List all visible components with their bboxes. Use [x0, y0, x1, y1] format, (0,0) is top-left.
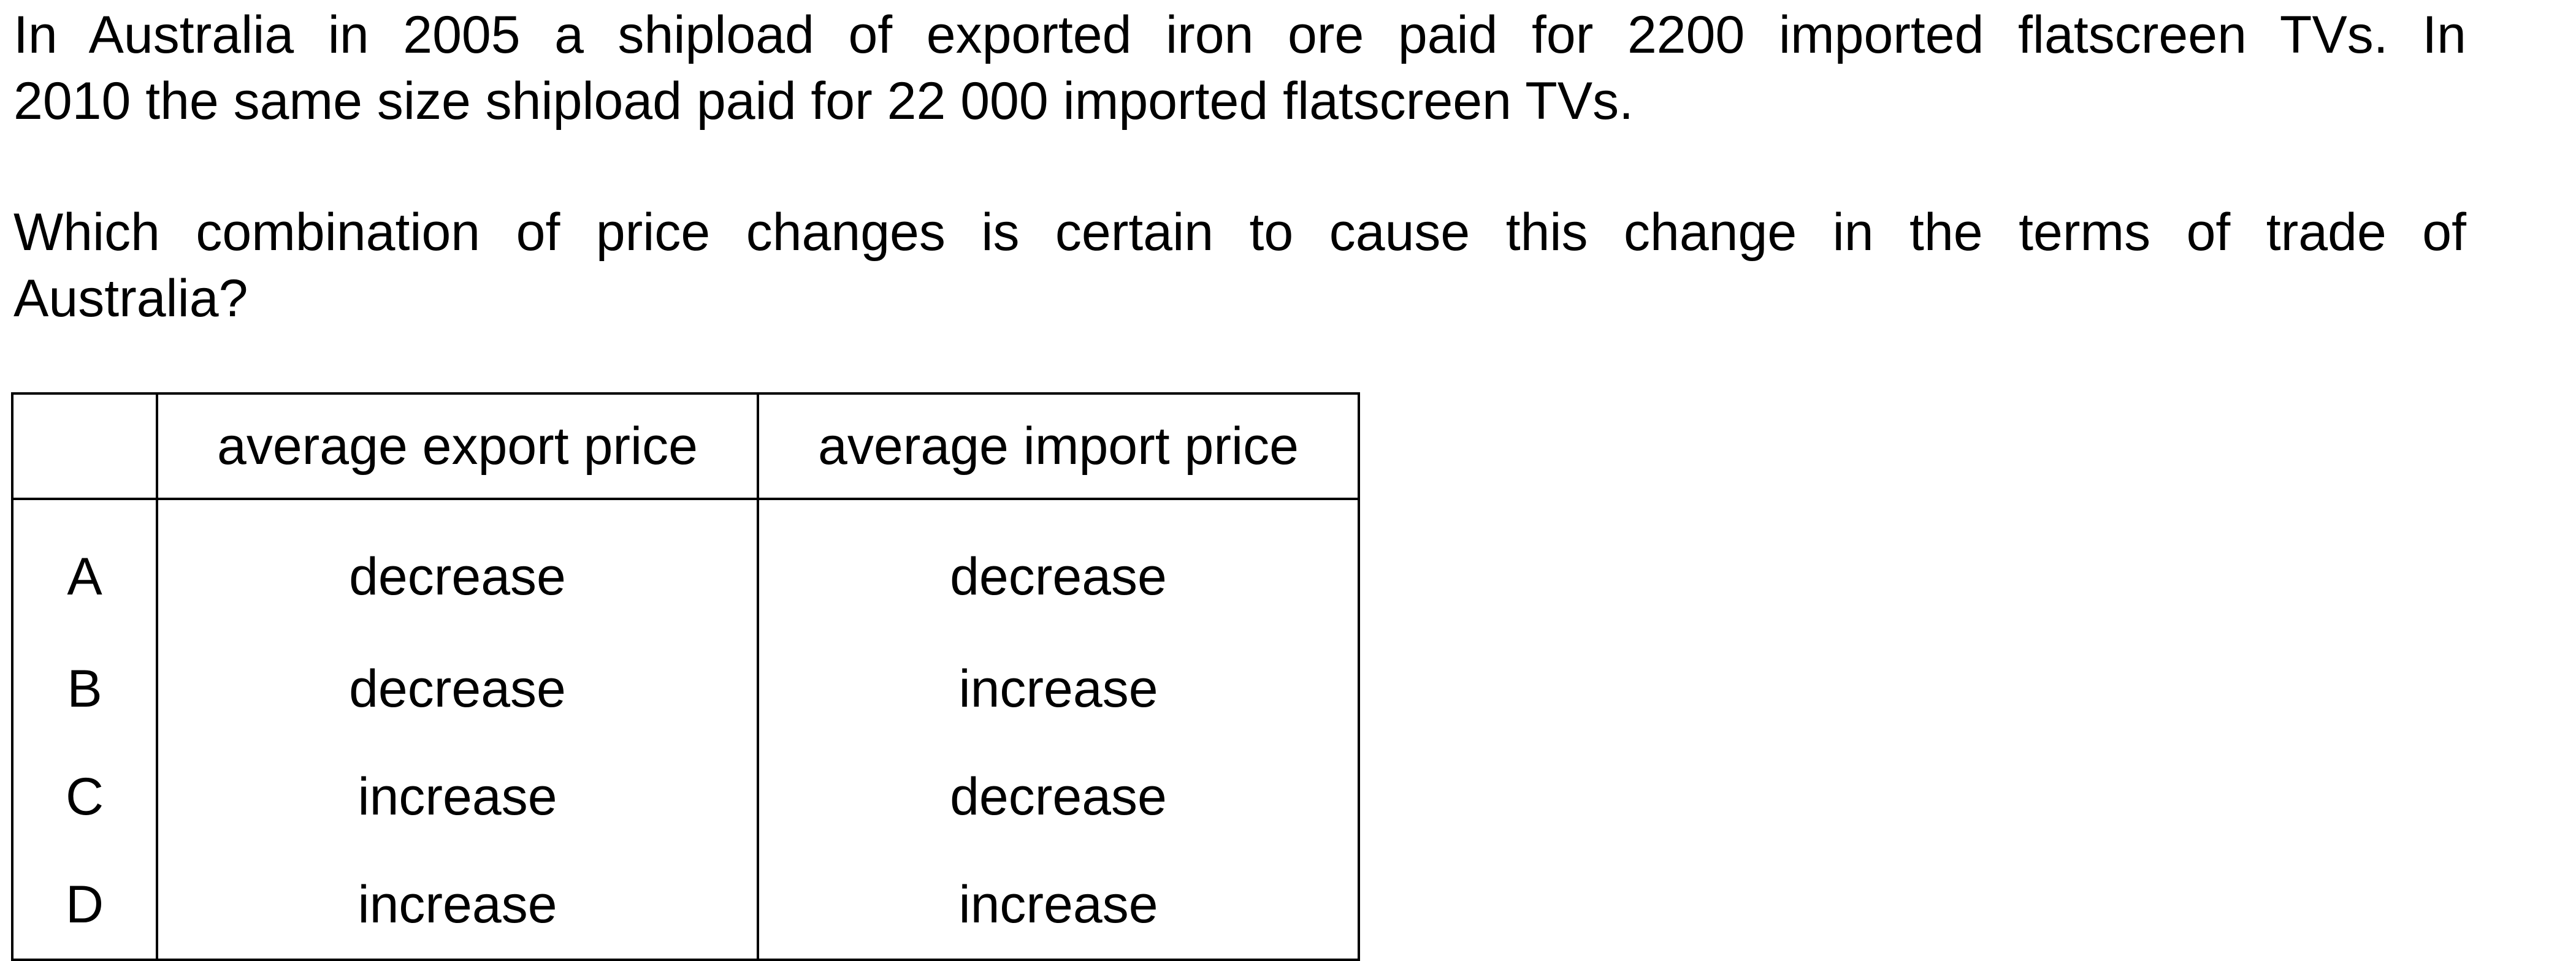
header-option-letter	[11, 392, 158, 500]
table-row-a: A decrease decrease	[11, 499, 1360, 635]
option-c-import: decrease	[757, 743, 1360, 851]
question-line-3: Which combination of price changes is ce…	[13, 203, 2466, 262]
option-d-export: increase	[156, 851, 759, 961]
option-letter-b: B	[11, 635, 158, 743]
option-d-import: increase	[757, 851, 1360, 961]
question-prompt: Which combination of price changes is ce…	[13, 199, 2466, 332]
option-c-export: increase	[156, 743, 759, 851]
question-line-1: In Australia in 2005 a shipload of expor…	[13, 6, 2466, 64]
table-row-d: D increase increase	[11, 851, 1360, 961]
option-letter-d: D	[11, 851, 158, 961]
option-a-export: decrease	[156, 499, 759, 635]
question-line-2: 2010 the same size shipload paid for 22 …	[13, 72, 1634, 131]
option-letter-a: A	[11, 499, 158, 635]
option-letter-c: C	[11, 743, 158, 851]
header-export-price: average export price	[156, 392, 759, 500]
answer-options-table: average export price average import pric…	[11, 392, 1360, 961]
table-header-row: average export price average import pric…	[11, 392, 1360, 500]
option-b-export: decrease	[156, 635, 759, 743]
question-stem: In Australia in 2005 a shipload of expor…	[13, 2, 2466, 134]
option-b-import: increase	[757, 635, 1360, 743]
table-row-c: C increase decrease	[11, 743, 1360, 851]
option-a-import: decrease	[757, 499, 1360, 635]
question-line-4: Australia?	[13, 269, 248, 328]
table-row-b: B decrease increase	[11, 635, 1360, 743]
header-import-price: average import price	[757, 392, 1360, 500]
